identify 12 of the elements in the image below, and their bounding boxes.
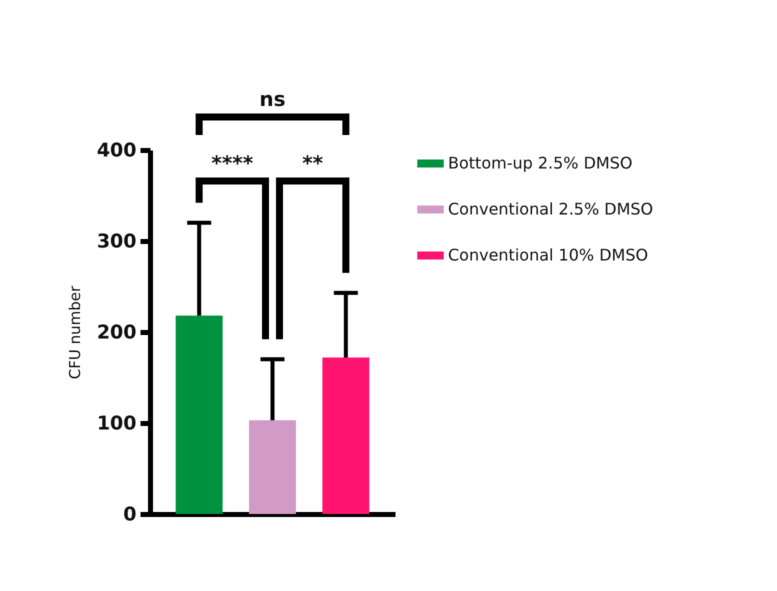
y-axis-title: CFU number	[66, 284, 84, 380]
y-tick-label: 200	[96, 322, 136, 344]
text: ns	[259, 87, 286, 111]
y-tick-label: 100	[96, 412, 136, 434]
y-tick-label: 0	[123, 504, 136, 526]
y-tick-label: 400	[96, 140, 136, 162]
annotation: **	[302, 151, 324, 175]
annotation: ****	[211, 151, 254, 175]
legend-label: Bottom-up 2.5% DMSO	[448, 154, 632, 172]
y-tick-label: 300	[96, 230, 136, 252]
legend-label: Conventional 2.5% DMSO	[448, 200, 654, 218]
legend-label: Conventional 10% DMSO	[448, 246, 648, 264]
